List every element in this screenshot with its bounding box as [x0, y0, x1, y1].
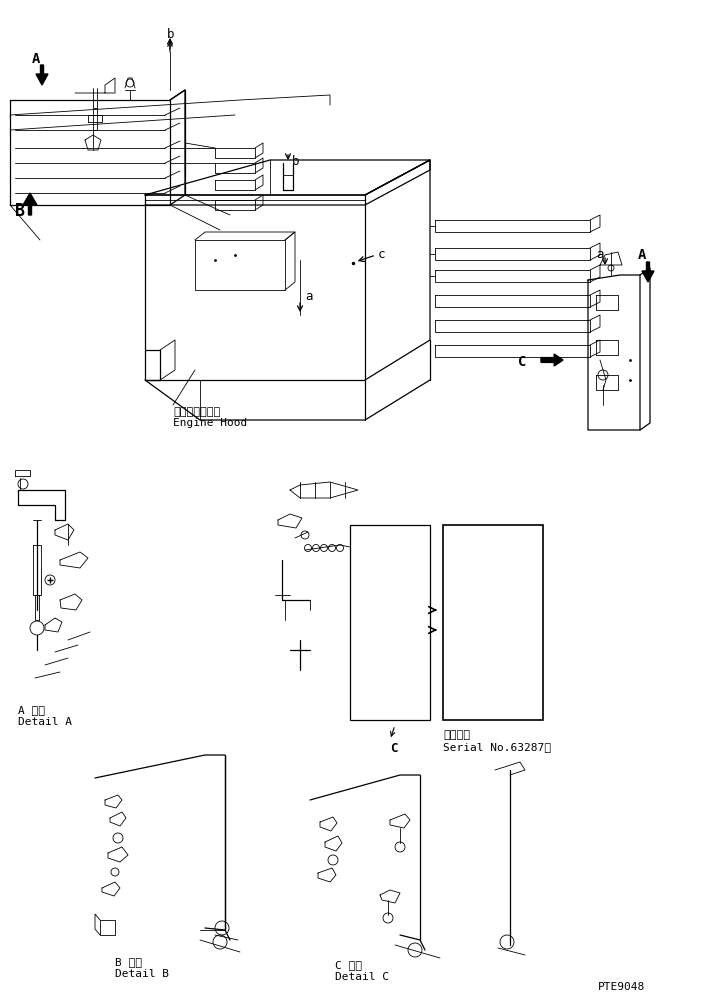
Text: C: C: [518, 355, 527, 369]
Text: A: A: [32, 52, 40, 66]
Text: a: a: [305, 290, 313, 303]
Text: Detail C: Detail C: [335, 972, 389, 982]
Text: PTE9048: PTE9048: [598, 982, 645, 992]
Text: b: b: [292, 155, 299, 168]
Text: B: B: [15, 202, 25, 220]
Text: c: c: [378, 248, 385, 261]
Text: C 詳細: C 詳細: [335, 960, 362, 970]
Text: Detail B: Detail B: [115, 969, 169, 979]
Text: Engine Hood: Engine Hood: [173, 418, 247, 428]
Bar: [350, 525, 430, 720]
Bar: [443, 525, 543, 720]
Text: A: A: [638, 248, 646, 262]
Text: Detail A: Detail A: [18, 717, 72, 727]
Text: エンジンフード: エンジンフード: [173, 407, 220, 417]
Text: b: b: [167, 28, 174, 41]
FancyArrow shape: [642, 262, 654, 282]
FancyArrow shape: [36, 65, 48, 85]
Text: a: a: [596, 248, 603, 261]
FancyArrow shape: [23, 193, 37, 215]
Text: B 詳細: B 詳細: [115, 957, 142, 967]
Text: Serial No.63287～: Serial No.63287～: [443, 742, 551, 752]
Text: C: C: [390, 742, 397, 755]
Text: 適用号機: 適用号機: [443, 730, 470, 740]
FancyArrow shape: [541, 354, 563, 366]
Text: A 詳細: A 詳細: [18, 705, 45, 715]
